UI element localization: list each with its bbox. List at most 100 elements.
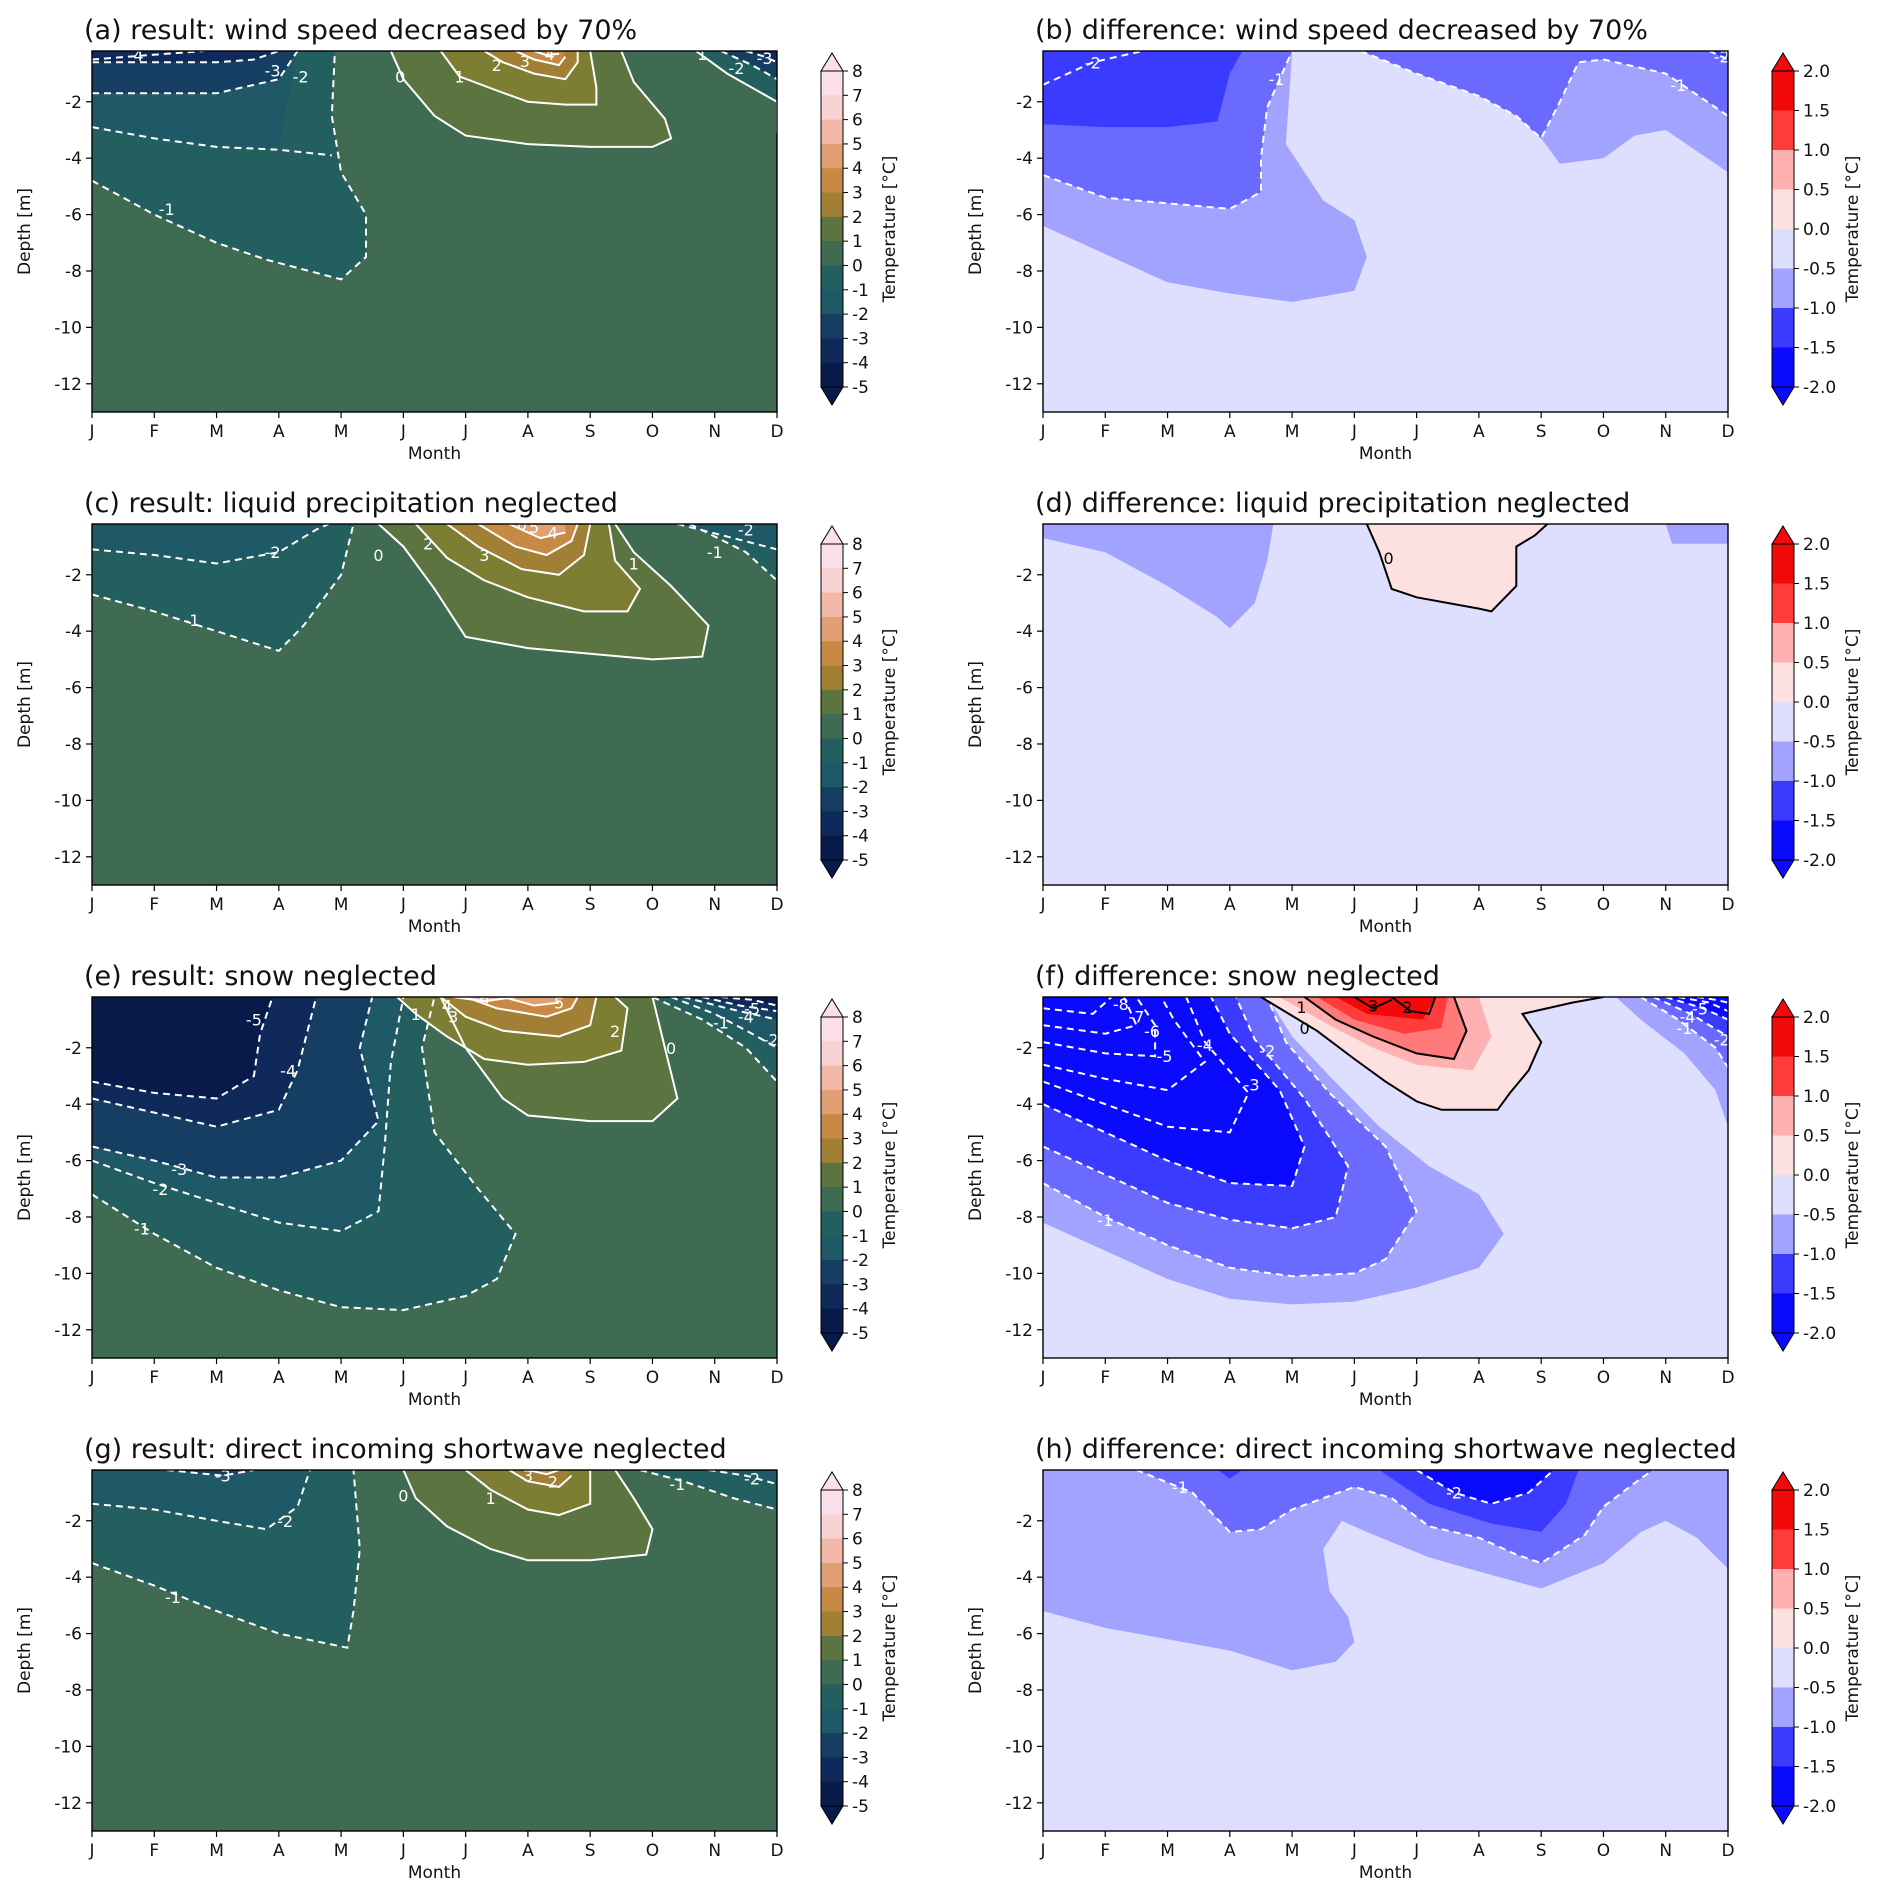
colorbar-label: Temperature [°C] [880,156,900,304]
contour-label: 1 [697,45,707,64]
contour-line [527,1470,560,1476]
colorbar-tick-label: 0.0 [1803,220,1830,240]
contour-fill [1360,51,1728,139]
contour-line [1391,997,1437,1016]
colorbar-cell [1772,1608,1794,1649]
colorbar-tick-label: 0.5 [1803,654,1830,674]
contour-label: -2 [738,521,754,540]
contour-fill [1665,997,1728,1020]
x-tick-label: N [1659,1368,1672,1388]
contour-label: 3 [520,52,530,71]
colorbar-tick-label: 1 [852,705,863,725]
contour-line [720,51,777,81]
plot-area: -3 -2 -1 0 1 23 -1 -2 [92,1469,777,1831]
contour-line [396,997,629,1066]
y-tick-label: -2 [1016,93,1033,113]
contour-fill [92,51,279,63]
contour-line [689,524,777,582]
contour-fill [1665,524,1728,544]
y-tick-label: -12 [54,848,82,868]
x-tick-label: J [1039,895,1045,915]
y-tick-label: -4 [65,622,82,642]
contour-fill [1217,1470,1243,1479]
contour-label: 4 [545,45,555,64]
contour-line [446,524,592,576]
contour-line [92,51,205,61]
contour-label: -2 [744,1469,760,1488]
contour-line [92,126,332,157]
y-tick-label: -6 [65,206,82,226]
colorbar-extend-max [1771,1471,1795,1491]
x-tick-label: N [1659,422,1672,442]
contour-line [477,524,579,557]
colorbar-tick-label: 1.5 [1803,102,1830,122]
x-tick-label: N [708,422,721,442]
y-tick-label: -2 [1016,566,1033,586]
y-axis-label: Depth [m] [966,1134,986,1221]
x-tick-label: M [209,422,224,442]
y-tick-label: -8 [65,1208,82,1228]
colorbar-tick-label: 1.5 [1803,1048,1830,1068]
colorbar-cell [1772,781,1794,821]
contour-label: -3 [265,62,281,81]
contour-label: -4 [280,1061,296,1080]
y-tick-label: -6 [1016,1625,1033,1645]
colorbar-cell [1772,623,1794,663]
x-tick-label: J [88,422,94,442]
contour-line [92,997,517,1312]
y-axis-label: Depth [m] [15,661,35,748]
colorbar-tick-label: -1 [852,281,869,301]
contour-line [92,1470,361,1649]
y-axis-label: Depth [m] [966,1607,986,1694]
contour-line [1353,997,1393,1010]
y-tick-label: -8 [65,1681,82,1701]
contour-fill [92,524,329,564]
contour-fill [1043,51,1243,128]
y-tick-label: -12 [1005,848,1033,868]
panel-title: (e) result: snow neglected [84,961,437,992]
contour-label: 0 [1384,549,1394,568]
colorbar-tick-label: -2 [852,1724,869,1744]
y-tick-label: -10 [1005,1737,1033,1757]
y-tick-label: -4 [1016,1568,1033,1588]
colorbar-cell [821,1041,843,1067]
colorbar-tick-label: 6 [852,584,863,604]
colorbar-tick-label: 5 [852,1081,863,1101]
colorbar-tick-label: 0.5 [1803,1127,1830,1147]
contour-fill [721,997,777,1006]
contour-line [508,524,566,540]
panel-a: (a) result: wind speed decreased by 70%-… [15,15,900,464]
colorbar-cell [821,592,843,618]
colorbar-cell [821,1114,843,1140]
contour-label: -1 [707,543,723,562]
contour-label: 1 [485,1489,495,1508]
colorbar-label: Temperature [°C] [880,629,900,777]
contour-line [1043,997,1113,1015]
panel-h: (h) difference: direct incoming shortwav… [966,1434,1863,1883]
colorbar-cell [821,1162,843,1188]
y-tick-label: -10 [54,791,82,811]
axes-frame [1042,1469,1729,1832]
contour-label: -2 [1259,1042,1275,1061]
colorbar-tick-label: 3 [852,184,863,204]
x-tick-label: D [1721,895,1734,915]
x-tick-label: M [334,422,349,442]
colorbar-cell [821,289,843,315]
contour-label: 3 [1368,996,1378,1015]
colorbar-cell [821,835,843,861]
x-tick-label: N [708,895,721,915]
panel-d: (d) difference: liquid precipitation neg… [966,488,1863,937]
colorbar-frame [820,1016,844,1334]
plot-area: -4 -3 -2 -1 0 1 2 3 4 1 -2 -3 [92,45,777,412]
contour-line [1136,1470,1654,1565]
y-tick-label: -8 [1016,1208,1033,1228]
x-tick-label: J [1351,895,1357,915]
contour-label: -3 [171,1160,187,1179]
colorbar-extend-min [1771,1805,1795,1825]
colorbar-extend-max [1771,52,1795,72]
colorbar-tick-label: 6 [852,1057,863,1077]
colorbar-cell [821,1065,843,1091]
x-tick-label: O [646,895,659,915]
colorbar-cell [821,1235,843,1261]
colorbar-tick-label: 2 [852,681,863,701]
